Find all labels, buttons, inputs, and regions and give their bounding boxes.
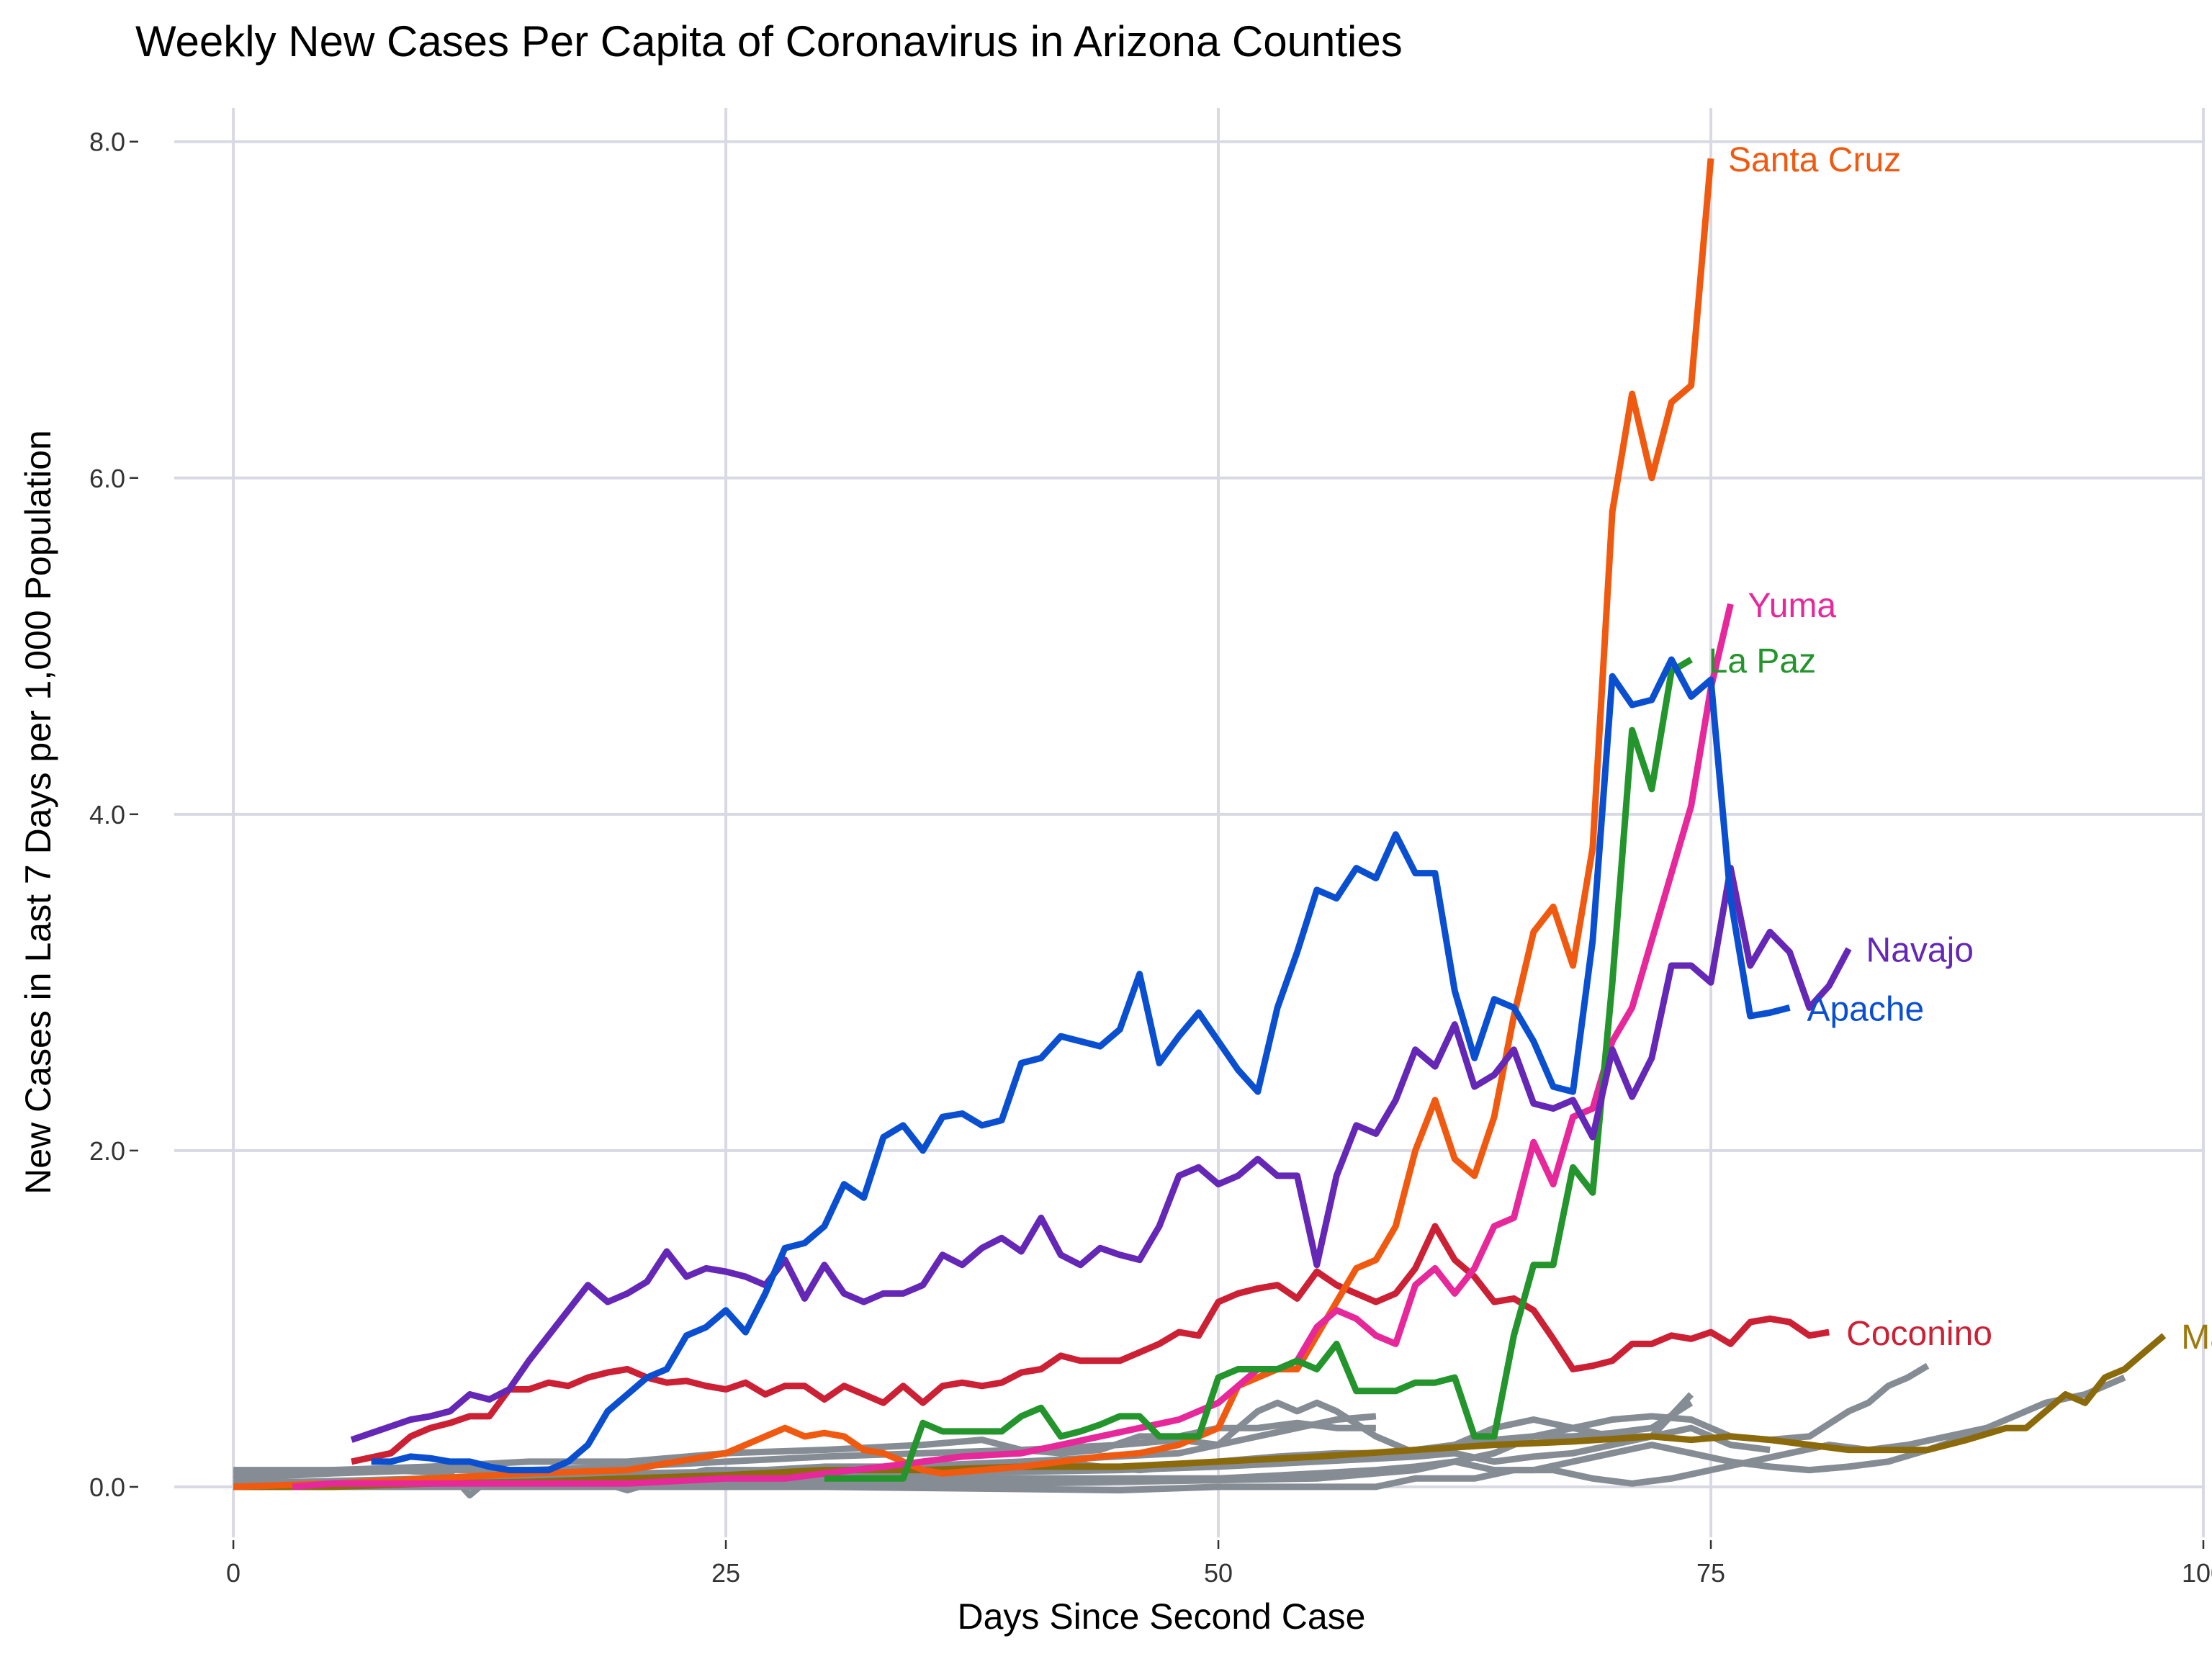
y-tick-label: 6.0 xyxy=(89,464,125,493)
y-tick-label: 2.0 xyxy=(89,1136,125,1166)
axis-ticks: 0.0 2.0 4.0 6.0 8.0 0 25 50 75 100 xyxy=(89,127,2212,1588)
gridlines xyxy=(174,108,2205,1537)
series-label-maricopa: Maricopa xyxy=(2181,1318,2212,1357)
y-tick-label: 8.0 xyxy=(89,127,125,157)
y-tick-label: 0.0 xyxy=(89,1473,125,1502)
y-tick-label: 4.0 xyxy=(89,800,125,830)
x-tick-label: 100 xyxy=(2182,1558,2212,1588)
y-axis-title: New Cases in Last 7 Days per 1,000 Popul… xyxy=(18,430,58,1195)
x-tick-label: 75 xyxy=(1696,1558,1725,1588)
series-label-yuma: Yuma xyxy=(1748,587,1836,625)
series-line-navajo xyxy=(350,865,1852,1443)
series-label-coconino: Coconino xyxy=(1846,1315,1992,1353)
series-labels: Maricopa Coconino Santa Cruz Yuma La Paz Nava… xyxy=(1709,141,2212,1357)
series-label-la-paz: La Paz xyxy=(1709,642,1816,680)
series-line-santa-cruz xyxy=(233,158,1714,1491)
series-line-yuma xyxy=(292,603,1734,1491)
series-line-other-county xyxy=(233,1413,1377,1482)
series-label-santa-cruz: Santa Cruz xyxy=(1728,141,1901,179)
series-label-apache: Apache xyxy=(1807,990,1924,1028)
series-label-navajo: Navajo xyxy=(1866,932,1974,970)
series-line-coconino xyxy=(351,1223,1830,1465)
series-line-apache xyxy=(371,656,1791,1474)
series-line-la-paz xyxy=(824,657,1694,1482)
x-tick-label: 0 xyxy=(226,1558,240,1588)
series-line-maricopa xyxy=(233,1333,2167,1491)
series-line-other-county xyxy=(233,1362,1930,1491)
x-tick-label: 50 xyxy=(1204,1558,1233,1588)
x-axis-title: Days Since Second Case xyxy=(958,1596,1366,1637)
series-lines xyxy=(233,158,2167,1499)
x-tick-label: 25 xyxy=(711,1558,740,1588)
chart-title: Weekly New Cases Per Capita of Coronavir… xyxy=(135,17,1403,66)
